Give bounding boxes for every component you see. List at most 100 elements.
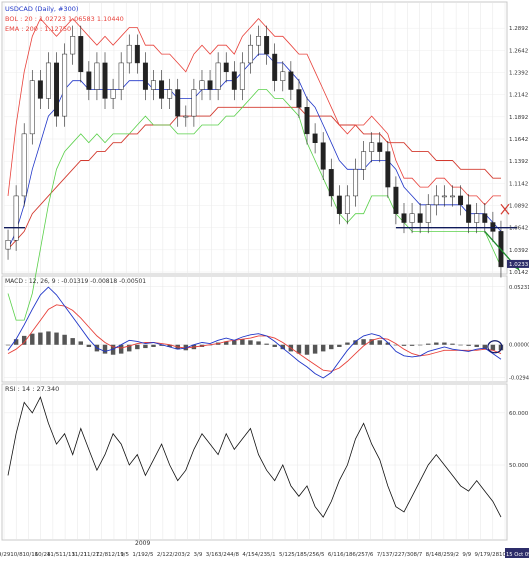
- candle-body: [296, 89, 302, 108]
- x-tick-label: 5/18: [291, 552, 304, 558]
- candle-body: [288, 71, 294, 90]
- candle-body: [425, 204, 431, 223]
- candle-body: [369, 142, 375, 152]
- macd-tick-label: 0.05231: [509, 285, 529, 291]
- candle-body: [126, 44, 132, 64]
- x-tick-label: 7/6: [365, 552, 374, 558]
- x-tick-label: 9/17: [475, 552, 488, 558]
- macd-histogram-bar: [223, 341, 229, 345]
- macd-panel: [1, 275, 508, 383]
- candle-body: [272, 53, 278, 81]
- x-tick-label: 3/2: [181, 552, 190, 558]
- candle-body: [256, 36, 262, 46]
- candle-body: [183, 115, 189, 118]
- candle-body: [320, 142, 326, 170]
- candle-body: [118, 62, 124, 90]
- x-tick-label: 7/22: [389, 552, 401, 558]
- macd-layer: [5, 286, 504, 379]
- candle-body: [151, 80, 156, 90]
- bollinger-upper-line: [7, 17, 501, 206]
- x-tick-label: 6/25: [352, 552, 365, 558]
- macd-histogram-bar: [102, 344, 108, 354]
- x-tick-label: 2/20: [169, 552, 182, 558]
- candle-body: [5, 240, 11, 250]
- candle-body: [207, 80, 213, 90]
- x-tick-label: 6/18: [340, 552, 353, 558]
- candle-body: [433, 195, 439, 206]
- candle-body: [45, 62, 51, 99]
- macd-histogram-bar: [38, 332, 43, 345]
- x-tick-label: 3/16: [206, 552, 219, 558]
- macd-histogram-bar: [482, 344, 488, 350]
- x-tick-label: 1/19: [132, 552, 145, 558]
- price-layer: [4, 17, 520, 321]
- candle-body: [159, 80, 165, 99]
- macd-histogram-bar: [151, 344, 156, 347]
- x-tick-label: 5/25: [303, 552, 316, 558]
- macd-histogram-bar: [167, 344, 172, 347]
- candle-body: [401, 213, 407, 223]
- candle-body: [231, 71, 237, 90]
- candle-body: [417, 213, 423, 223]
- x-tick-label: 4/23: [255, 552, 268, 558]
- x-tick-label: 4/8: [230, 552, 239, 558]
- rsi-line: [7, 396, 502, 518]
- bol-legend: BOL : 20 : 1.02723 1.06583 1.10440: [5, 15, 124, 23]
- last-value-box: [507, 259, 529, 268]
- macd-histogram-bar: [70, 338, 75, 345]
- candle-body: [328, 169, 334, 197]
- candle-body: [199, 80, 205, 90]
- rsi-legend: RSI : 14 : 27.340: [5, 385, 59, 393]
- price-tick-label: 1.0642: [509, 226, 528, 232]
- x-tick-label: 5/12: [279, 552, 291, 558]
- x-tick-label: 10/24: [35, 552, 51, 558]
- macd-histogram-bar: [127, 344, 132, 352]
- candle-body: [70, 36, 76, 55]
- price-tick-label: 1.0392: [509, 248, 528, 254]
- x-tick-label: 11/13: [59, 552, 75, 558]
- x-tick-label: 8/7: [413, 552, 422, 558]
- macd-crossover-circle: [487, 340, 503, 354]
- macd-histogram-bar: [458, 344, 463, 346]
- candle-body: [361, 151, 367, 170]
- candle-body: [474, 213, 480, 223]
- x-tick-label: 7/30: [401, 552, 414, 558]
- macd-histogram-bar: [329, 344, 334, 350]
- x-tick-label: 11/21: [71, 552, 87, 558]
- candle-body: [110, 89, 116, 99]
- price-tick-label: 1.1892: [509, 115, 528, 121]
- macd-histogram-bar: [86, 344, 92, 347]
- x-tick-label: 2/12: [157, 552, 169, 558]
- cross-mark-stroke: [500, 203, 510, 215]
- candle-body: [167, 89, 173, 99]
- ema-200-line: [7, 106, 501, 250]
- macd-histogram-bar: [264, 343, 269, 345]
- rsi-layer: [7, 396, 502, 518]
- axis-layer: 1.2892 1.2642 1.2392 1.2142 1.1892 1.1642 1.13…: [0, 26, 529, 558]
- macd-histogram-bar: [5, 344, 11, 346]
- bollinger-lower-line: [7, 89, 502, 321]
- x-tick-label: 8/25: [438, 552, 451, 558]
- x-tick-label: 9/2: [450, 552, 459, 558]
- candle-body: [353, 169, 358, 197]
- candle-body: [304, 107, 310, 135]
- candle-body: [344, 195, 350, 214]
- rsi-tick-label: 60.000: [509, 411, 529, 417]
- macd-histogram-bar: [240, 339, 245, 345]
- candle-body: [102, 62, 108, 99]
- candle-body: [78, 36, 84, 73]
- candle-body: [280, 71, 286, 81]
- x-tick-label: 12/19: [108, 552, 124, 558]
- price-tick-label: 1.2892: [509, 26, 528, 32]
- candle-body: [458, 195, 464, 206]
- x-tick-label: 6/11: [328, 552, 340, 558]
- macd-histogram-bar: [78, 341, 83, 345]
- macd-histogram-bar: [490, 344, 496, 351]
- current-date-box: [505, 548, 529, 558]
- x-tick-label: 3/9: [194, 552, 203, 558]
- macd-histogram-bar: [296, 344, 302, 354]
- macd-histogram-bar: [256, 341, 261, 345]
- x-tick-label: 9/28: [487, 552, 500, 558]
- x-tick-label: 1/5: [120, 552, 129, 558]
